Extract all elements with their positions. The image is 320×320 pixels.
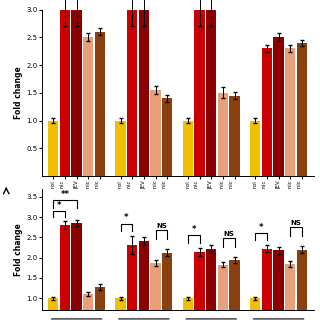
Bar	[183, 121, 193, 176]
Bar	[60, 225, 70, 320]
Bar	[229, 96, 240, 176]
Text: NRP1: NRP1	[132, 239, 156, 248]
Bar	[229, 260, 240, 320]
Bar	[274, 37, 284, 176]
Bar	[48, 121, 59, 176]
Y-axis label: Fold change: Fold change	[14, 67, 23, 119]
Text: NS: NS	[291, 220, 301, 226]
Bar	[127, 0, 137, 176]
Text: NS: NS	[156, 223, 167, 229]
Bar	[262, 249, 272, 320]
Bar	[150, 263, 161, 320]
Bar	[262, 48, 272, 176]
Text: *: *	[191, 225, 196, 234]
Bar	[250, 121, 260, 176]
Bar	[250, 298, 260, 320]
Bar	[83, 37, 93, 176]
Bar	[95, 287, 105, 320]
Text: *: *	[259, 223, 263, 232]
Bar	[139, 241, 149, 320]
Bar	[206, 249, 216, 320]
Bar	[297, 43, 307, 176]
Bar	[71, 0, 82, 176]
Text: CAV1: CAV1	[66, 239, 88, 248]
Text: **: **	[60, 190, 69, 199]
Bar	[195, 252, 205, 320]
Bar	[150, 90, 161, 176]
Bar	[48, 298, 59, 320]
Bar	[139, 0, 149, 176]
Text: *: *	[124, 213, 129, 222]
Bar	[162, 98, 172, 176]
Bar	[60, 0, 70, 176]
Bar	[285, 264, 295, 320]
Bar	[71, 223, 82, 320]
Y-axis label: Fold change: Fold change	[14, 223, 23, 276]
Bar	[274, 251, 284, 320]
Bar	[116, 121, 126, 176]
Bar	[162, 253, 172, 320]
Bar	[83, 294, 93, 320]
Bar	[195, 0, 205, 176]
Bar	[297, 250, 307, 320]
Text: NS: NS	[223, 231, 234, 236]
Bar	[127, 245, 137, 320]
Bar	[206, 0, 216, 176]
Text: SHC1: SHC1	[200, 239, 223, 248]
Bar	[183, 298, 193, 320]
Bar	[116, 298, 126, 320]
Bar	[95, 32, 105, 176]
Text: *: *	[57, 201, 61, 210]
Bar	[285, 48, 295, 176]
Text: MAP3K3: MAP3K3	[261, 239, 296, 248]
Bar	[218, 265, 228, 320]
Bar	[218, 93, 228, 176]
